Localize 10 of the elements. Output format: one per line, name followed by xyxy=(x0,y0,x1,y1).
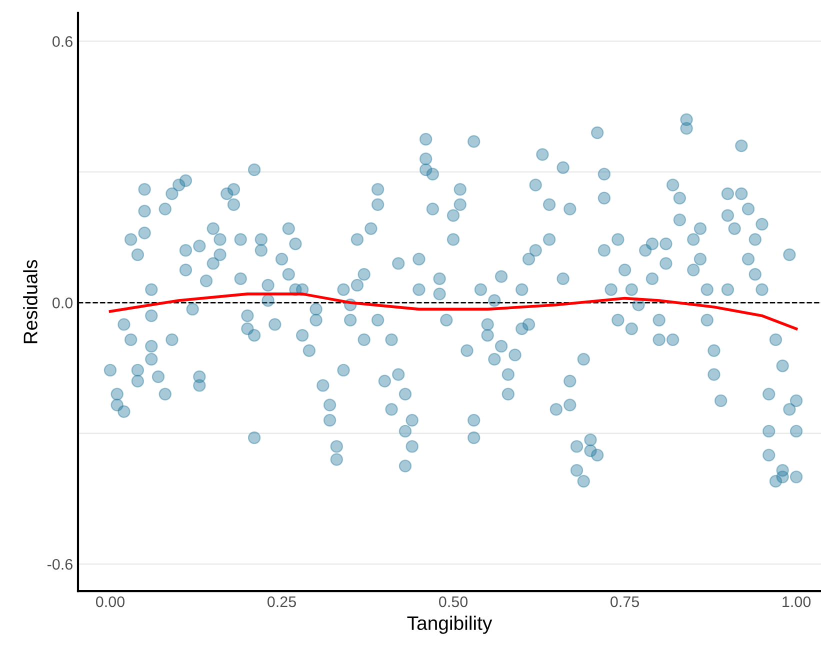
x-tick-label: 0.75 xyxy=(610,596,640,608)
x-tick-label: 0.25 xyxy=(267,596,296,608)
y-tick-label: 0.0 xyxy=(52,298,73,308)
y-tick-label: 0.6 xyxy=(52,36,72,47)
x-tick-label: 0.00 xyxy=(96,596,125,608)
x-tick-label: 0.50 xyxy=(439,596,468,608)
x-tick-label: 1.00 xyxy=(782,596,811,608)
y-axis-title: Residuals xyxy=(23,260,38,344)
x-axis-title: Tangibility xyxy=(407,616,492,634)
y-tick-label: -0.6 xyxy=(47,558,72,570)
